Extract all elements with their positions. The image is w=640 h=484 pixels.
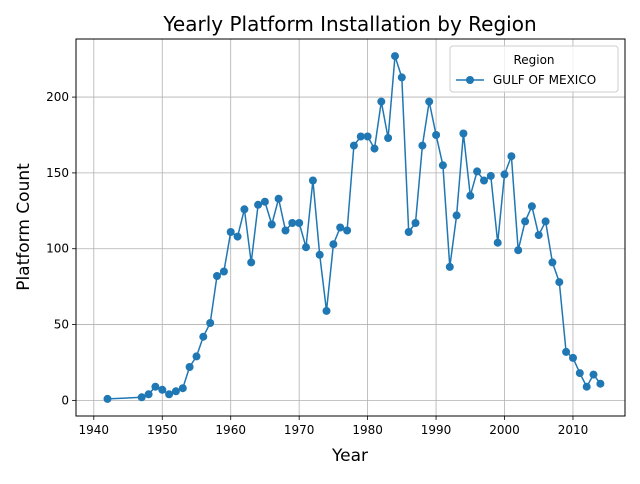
legend-box bbox=[449, 45, 619, 93]
data-point bbox=[158, 385, 167, 394]
data-point bbox=[281, 226, 290, 235]
x-tick-label: 1980 bbox=[352, 423, 383, 437]
data-point bbox=[267, 220, 276, 229]
y-axis-label: Platform Count bbox=[14, 163, 34, 291]
data-point bbox=[411, 219, 420, 227]
data-point bbox=[527, 202, 536, 211]
x-axis-label: Year bbox=[331, 446, 368, 466]
data-point bbox=[137, 393, 146, 402]
legend-title: Region bbox=[513, 53, 554, 67]
data-point bbox=[192, 352, 201, 361]
data-point bbox=[507, 152, 516, 161]
data-point bbox=[377, 97, 386, 106]
data-point bbox=[171, 387, 180, 396]
data-point bbox=[103, 394, 112, 403]
data-point bbox=[452, 211, 461, 220]
x-axis: 1940 1950 1960 1970 1980 1990 2000 2010 bbox=[79, 416, 589, 437]
data-point bbox=[514, 246, 523, 255]
data-point bbox=[322, 306, 331, 315]
x-tick-label: 1960 bbox=[215, 423, 246, 437]
data-point bbox=[541, 217, 550, 226]
data-point bbox=[480, 176, 488, 185]
data-point bbox=[555, 278, 564, 287]
legend-entry-label: GULF OF MEXICO bbox=[493, 73, 596, 87]
data-point bbox=[438, 161, 447, 170]
y-tick-label: 100 bbox=[46, 242, 69, 256]
data-point bbox=[459, 129, 468, 138]
x-tick-label: 1970 bbox=[284, 423, 315, 437]
grid-lines bbox=[76, 39, 625, 416]
series-layer bbox=[103, 52, 605, 403]
x-tick-label: 2010 bbox=[558, 423, 589, 437]
data-point bbox=[343, 226, 352, 235]
legend: Region GULF OF MEXICO bbox=[449, 45, 619, 93]
data-point bbox=[206, 319, 215, 327]
data-point bbox=[363, 132, 372, 141]
data-point bbox=[213, 272, 221, 280]
data-point bbox=[165, 390, 174, 399]
y-tick-label: 50 bbox=[54, 318, 69, 332]
data-point bbox=[302, 243, 310, 252]
plot-frame bbox=[75, 38, 626, 417]
x-tick-label: 2000 bbox=[489, 423, 520, 437]
data-point bbox=[185, 363, 194, 371]
data-point bbox=[254, 200, 263, 209]
data-point bbox=[260, 197, 269, 206]
data-point bbox=[315, 250, 324, 259]
data-point bbox=[384, 134, 393, 142]
data-point bbox=[288, 219, 297, 227]
data-point bbox=[500, 170, 509, 179]
data-point bbox=[233, 232, 242, 241]
data-point bbox=[308, 176, 317, 185]
data-point bbox=[562, 347, 571, 356]
data-point bbox=[295, 219, 304, 227]
chart-title: Yearly Platform Installation by Region bbox=[162, 12, 536, 36]
data-point bbox=[397, 73, 406, 82]
data-point bbox=[486, 171, 495, 180]
data-point bbox=[391, 52, 399, 61]
data-point bbox=[534, 231, 543, 240]
x-tick-label: 1940 bbox=[79, 423, 110, 437]
legend-marker-swatch bbox=[466, 76, 474, 84]
data-point bbox=[178, 384, 187, 393]
data-point bbox=[144, 390, 153, 399]
data-point bbox=[596, 379, 605, 388]
data-point bbox=[418, 141, 427, 150]
y-tick-label: 150 bbox=[46, 166, 69, 180]
data-point bbox=[226, 228, 235, 236]
data-point bbox=[589, 370, 598, 379]
data-point bbox=[473, 167, 482, 176]
y-axis: 0 50 100 150 200 bbox=[46, 90, 76, 407]
data-point bbox=[274, 194, 283, 203]
data-point bbox=[151, 382, 160, 391]
data-point bbox=[199, 332, 208, 341]
data-point bbox=[575, 369, 584, 378]
data-point bbox=[466, 191, 475, 200]
data-point bbox=[425, 97, 434, 106]
data-point bbox=[329, 240, 338, 249]
data-point bbox=[240, 205, 249, 214]
data-point bbox=[404, 228, 413, 236]
data-point bbox=[569, 353, 577, 362]
data-point bbox=[349, 141, 358, 150]
data-point bbox=[582, 382, 591, 391]
data-point bbox=[356, 132, 365, 141]
data-point bbox=[219, 267, 228, 276]
y-tick-label: 200 bbox=[46, 90, 69, 104]
data-point bbox=[370, 144, 379, 153]
data-point bbox=[548, 258, 557, 267]
x-tick-label: 1950 bbox=[147, 423, 178, 437]
data-point bbox=[521, 217, 530, 226]
data-point bbox=[493, 238, 502, 247]
y-tick-label: 0 bbox=[61, 393, 69, 407]
x-tick-label: 1990 bbox=[421, 423, 452, 437]
data-point bbox=[336, 223, 345, 232]
data-point bbox=[445, 262, 454, 271]
data-point bbox=[247, 258, 256, 267]
data-point bbox=[432, 131, 441, 139]
